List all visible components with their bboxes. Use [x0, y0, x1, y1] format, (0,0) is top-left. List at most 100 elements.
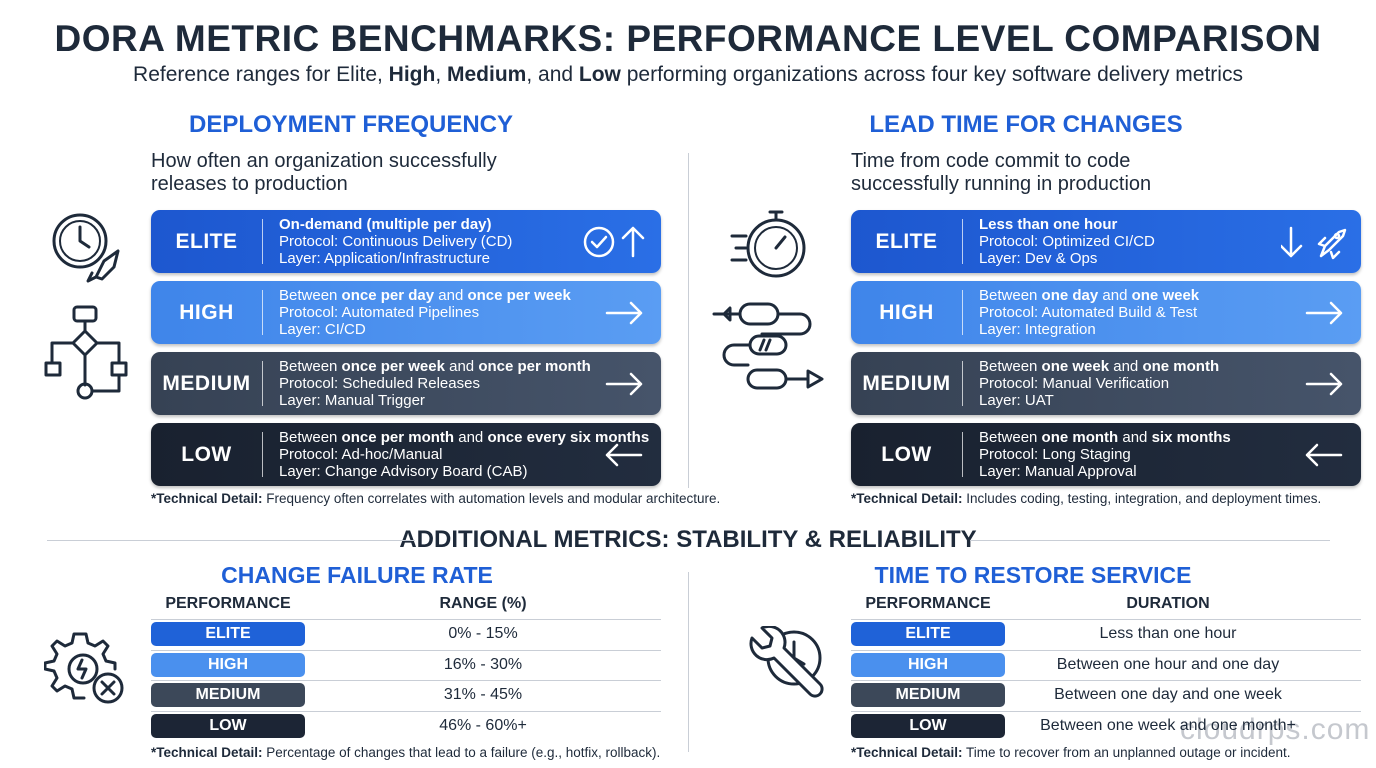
text-part: once every six months: [487, 429, 650, 446]
row-headline: Between one week and one month: [979, 358, 1219, 375]
table-title: TIME TO RESTORE SERVICE: [874, 562, 1192, 588]
table-cell: 31% - 45%: [443, 686, 523, 703]
row-headline: On-demand (multiple per day): [279, 216, 512, 233]
separator: [962, 219, 963, 264]
text-part: once per week: [341, 358, 445, 375]
flow-icon: [44, 305, 128, 400]
text-part: Less than one hour: [979, 216, 1118, 233]
text-part: , and: [526, 63, 579, 86]
text-part: Between: [279, 358, 342, 375]
row-icon: [583, 226, 645, 258]
separator: [262, 219, 263, 264]
level-label: MEDIUM: [162, 372, 251, 395]
level-row: LOW Between once per month and once every…: [151, 423, 661, 486]
level-label: MEDIUM: [862, 372, 951, 395]
gear-fail-icon: [44, 632, 124, 704]
section-title: ADDITIONAL METRICS: STABILITY & RELIABIL…: [399, 526, 977, 553]
text-part: ,: [435, 63, 447, 86]
row-rule: [151, 680, 661, 681]
row-layer: Layer: Manual Trigger: [279, 392, 425, 409]
table-cell: 46% - 60%+: [439, 716, 527, 734]
text-part: and: [444, 358, 479, 375]
level-label: LOW: [881, 443, 932, 466]
row-rule: [151, 649, 661, 651]
section-rule: [970, 540, 1330, 541]
pipeline-icon: [712, 302, 824, 390]
column-header: PERFORMANCE: [865, 595, 991, 612]
level-row: MEDIUM Between one week and one month Prot…: [851, 352, 1361, 415]
row-protocol: Protocol: Continuous Delivery (CD): [279, 233, 513, 250]
level-row: ELITE On-demand (multiple per day) Protoco…: [151, 210, 661, 273]
technical-note: *Technical Detail: Frequency often corre…: [151, 491, 720, 506]
level-label: HIGH: [879, 301, 934, 324]
text-part: one week: [1131, 287, 1200, 304]
level-row: LOW Between one month and six months Proto…: [851, 423, 1361, 486]
text-part: Between: [279, 287, 342, 304]
row-protocol: Protocol: Automated Build & Test: [979, 304, 1198, 321]
wrench-clock-icon: [749, 626, 824, 698]
row-headline: Between once per day and once per week: [279, 287, 571, 304]
row-rule: [851, 710, 1361, 712]
level-label: LOW: [181, 443, 232, 466]
divider: [688, 572, 689, 752]
level-pill: ELITE: [851, 622, 1005, 646]
separator: [262, 290, 263, 335]
table-cell: Less than one hour: [1099, 625, 1237, 642]
row-layer: Layer: CI/CD: [279, 321, 366, 338]
level-pill: LOW: [851, 713, 1005, 738]
divider: [688, 153, 689, 488]
level-pill: MEDIUM: [151, 683, 305, 707]
table-title: CHANGE FAILURE RATE: [221, 562, 493, 588]
level-row: HIGH Between once per day and once per we…: [151, 281, 661, 344]
row-rule: [151, 710, 661, 712]
text-part: once per day: [341, 287, 435, 304]
row-headline: Less than one hour: [979, 216, 1155, 233]
row-icon: [1281, 226, 1347, 260]
text-part: and: [454, 429, 488, 446]
level-pill: ELITE: [151, 622, 305, 646]
text-part: one month: [1142, 358, 1220, 375]
text-part: Low: [578, 63, 621, 86]
level-pill: LOW: [151, 713, 305, 738]
row-rule: [851, 619, 1361, 620]
row-protocol: Protocol: Manual Verification: [979, 375, 1170, 392]
table-cell: Between one day and one week: [1054, 686, 1282, 703]
text-part: Between: [279, 429, 342, 446]
separator: [962, 432, 963, 477]
row-protocol: Protocol: Optimized CI/CD: [979, 233, 1155, 250]
text-part: Percentage of changes that lead to a fai…: [262, 745, 661, 760]
text-part: On-demand (multiple per day): [279, 216, 492, 233]
level-pill: HIGH: [151, 652, 305, 677]
table-cell: 16% - 30%: [443, 655, 523, 673]
row-protocol: Protocol: Ad-hoc/Manual: [279, 446, 443, 463]
text-part: and: [1109, 358, 1143, 375]
row-rule: [851, 649, 1361, 651]
row-rule: [151, 619, 661, 620]
separator: [262, 432, 263, 477]
row-text: Less than one hour Protocol: Optimized CI…: [979, 216, 1155, 267]
text-part: Frequency often correlates with automati…: [262, 491, 721, 506]
text-part: Between: [979, 287, 1042, 304]
row-rule: [851, 680, 1361, 681]
row-protocol: Protocol: Automated Pipelines: [279, 304, 480, 321]
text-part: Medium: [447, 63, 527, 86]
row-text: On-demand (multiple per day) Protocol: Co…: [279, 216, 512, 267]
text-part: and: [1118, 429, 1152, 446]
text-part: High: [388, 63, 436, 86]
text-part: *Technical Detail:: [151, 491, 263, 506]
row-protocol: Protocol: Long Staging: [979, 446, 1131, 463]
column-header: DURATION: [1126, 595, 1210, 612]
row-protocol: Protocol: Scheduled Releases: [279, 375, 480, 392]
row-headline: Between one month and six months: [979, 429, 1231, 446]
row-icon: [605, 301, 643, 325]
level-pill: MEDIUM: [851, 683, 1005, 707]
row-icon: [1305, 443, 1343, 467]
row-headline: Between once per week and once per month: [279, 358, 591, 375]
separator: [262, 361, 263, 406]
level-row: MEDIUM Between once per week and once per…: [151, 352, 661, 415]
clock-rocket-icon: [52, 213, 120, 283]
level-row: HIGH Between one day and one week Protocol…: [851, 281, 1361, 344]
row-text: Between once per week and once per month…: [279, 358, 591, 409]
row-text: Between one month and six months Protocol…: [979, 429, 1231, 480]
